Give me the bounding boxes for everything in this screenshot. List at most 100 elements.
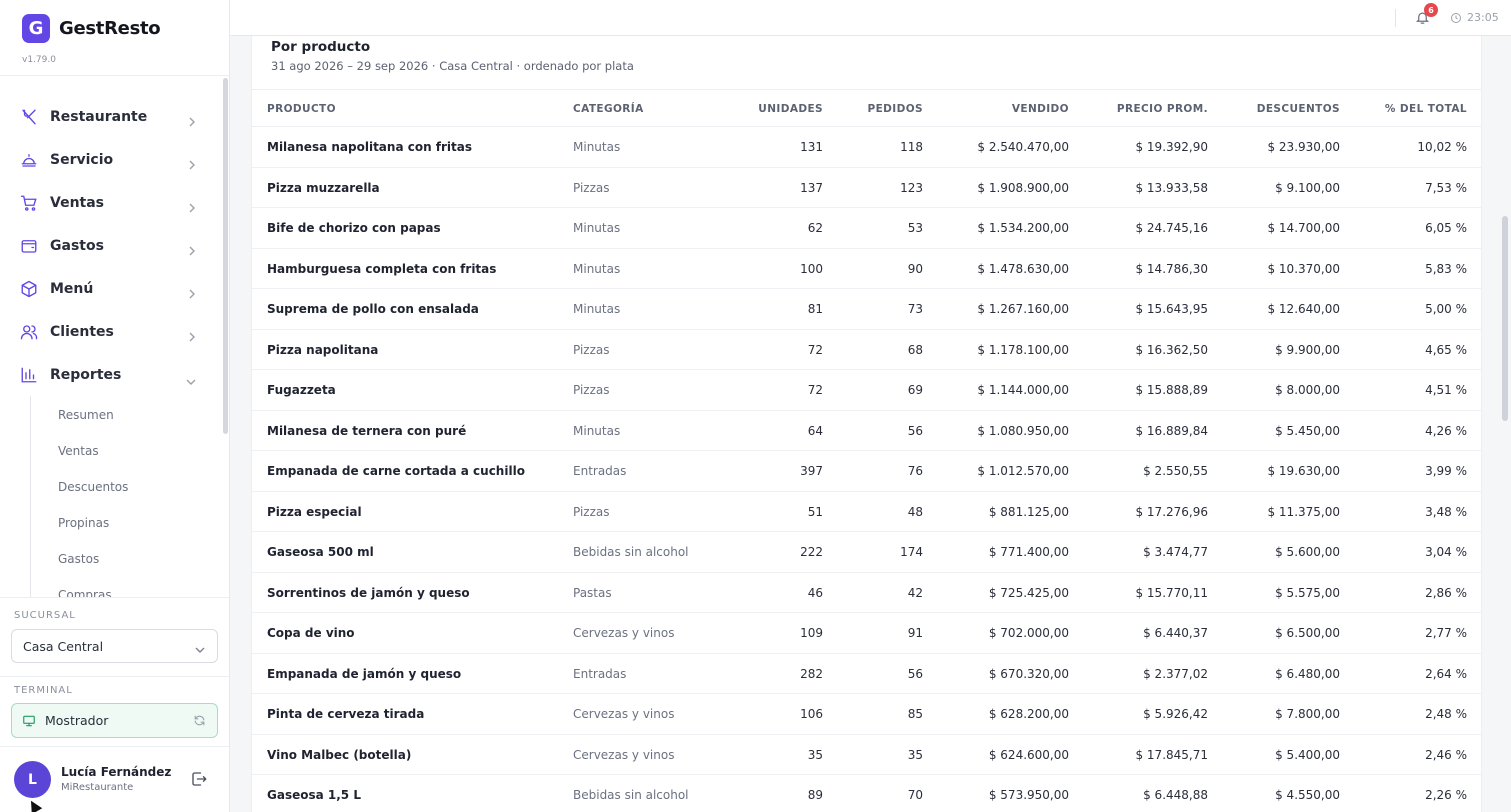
cell-pct-total: 2,48 % [1425, 707, 1467, 721]
table-row[interactable]: Empanada de jamón y queso Entradas 282 56 $ … [252, 654, 1481, 694]
cell-producto: Gaseosa 1,5 L [267, 788, 361, 802]
cell-precio-prom: $ 17.276,96 [1135, 504, 1208, 519]
table-row[interactable]: Pizza muzzarella Pizzas 137 123 $ 1.908.900,… [252, 168, 1481, 208]
cell-pct-total: 5,83 % [1425, 261, 1467, 276]
avatar: L [14, 761, 51, 798]
report-subtitle: 31 ago 2026 – 29 sep 2026 · Casa Central… [271, 59, 634, 73]
user-profile[interactable]: L Lucía Fernández MiRestaurante [14, 760, 214, 800]
cell-producto: Fugazzeta [267, 383, 336, 397]
brand[interactable]: G GestResto [22, 14, 161, 43]
table-row[interactable]: Gaseosa 1,5 L Bebidas sin alcohol 89 70 $ 57… [252, 775, 1481, 812]
cell-vendido: $ 1.534.200,00 [977, 221, 1069, 235]
table-row[interactable]: Fugazzeta Pizzas 72 69 $ 1.144.000,00 $ 15.88… [252, 370, 1481, 411]
table-row[interactable]: Vino Malbec (botella) Cervezas y vinos 35 3… [252, 735, 1481, 775]
sidebar-subitem-compras[interactable]: Compras [58, 588, 112, 597]
users-icon [20, 323, 38, 341]
chevron-right-icon [188, 155, 196, 174]
table-row[interactable]: Suprema de pollo con ensalada Minutas 81 73… [252, 289, 1481, 330]
app-logo: G [22, 14, 50, 43]
clock: 23:05 [1450, 11, 1499, 24]
table-row[interactable]: Milanesa de ternera con puré Minutas 64 56 $… [252, 411, 1481, 451]
sidebar-subitem-ventas[interactable]: Ventas [58, 444, 99, 458]
cell-producto: Pizza muzzarella [267, 180, 380, 195]
cell-unidades: 397 [800, 464, 823, 478]
sidebar-item-restaurante[interactable]: Restaurante [20, 103, 200, 131]
main-scrollbar[interactable] [1502, 216, 1508, 421]
clock-icon [1451, 12, 1461, 23]
cell-vendido: $ 1.080.950,00 [977, 423, 1069, 438]
cell-precio-prom: $ 24.745,16 [1135, 221, 1208, 235]
cell-precio-prom: $ 17.845,71 [1135, 747, 1208, 762]
cell-pedidos: 174 [900, 545, 923, 559]
user-name: Lucía Fernández [61, 765, 172, 779]
cell-pedidos: 68 [907, 342, 923, 357]
table-header: PRODUCTO CATEGORÍA UNIDADES PEDIDOS VEND… [252, 89, 1481, 127]
cell-precio-prom: $ 15.643,95 [1135, 302, 1208, 316]
cell-vendido: $ 1.012.570,00 [977, 464, 1069, 478]
sidebar-subitem-resumen[interactable]: Resumen [58, 408, 114, 422]
cell-descuentos: $ 23.930,00 [1267, 140, 1340, 154]
cell-precio-prom: $ 2.550,55 [1143, 464, 1208, 478]
table-row[interactable]: Gaseosa 500 ml Bebidas sin alcohol 222 174 $… [252, 532, 1481, 573]
col-pct-total[interactable]: % DEL TOTAL [1384, 103, 1467, 115]
cell-pedidos: 123 [900, 180, 923, 195]
table-row[interactable]: Hamburguesa completa con fritas Minutas 10… [252, 249, 1481, 289]
cell-producto: Pizza especial [267, 504, 362, 519]
table-row[interactable]: Pizza especial Pizzas 51 48 $ 881.125,00 $ 17… [252, 492, 1481, 532]
cell-precio-prom: $ 6.440,37 [1143, 626, 1208, 640]
col-pedidos[interactable]: PEDIDOS [867, 103, 923, 115]
refresh-icon[interactable] [193, 714, 206, 727]
cell-categoria: Minutas [573, 140, 621, 154]
terminal-label: TERMINAL [14, 685, 73, 696]
cell-pedidos: 56 [907, 423, 923, 438]
cell-categoria: Cervezas y vinos [573, 626, 675, 640]
cell-pct-total: 10,02 % [1417, 140, 1467, 154]
table-row[interactable]: Bife de chorizo con papas Minutas 62 53 $ 1.… [252, 208, 1481, 249]
bar-chart-icon [20, 366, 38, 384]
cell-producto: Pizza napolitana [267, 342, 379, 357]
chevron-right-icon [188, 112, 196, 131]
sidebar-item-reportes[interactable]: Reportes [20, 361, 200, 389]
cell-pedidos: 91 [907, 626, 923, 640]
divider [1395, 9, 1396, 27]
cell-pedidos: 53 [907, 221, 923, 235]
table-row[interactable]: Pizza napolitana Pizzas 72 68 $ 1.178.100,00… [252, 330, 1481, 370]
table-row[interactable]: Sorrentinos de jamón y queso Pastas 46 42 $ … [252, 573, 1481, 613]
cell-precio-prom: $ 16.889,84 [1135, 423, 1208, 438]
cell-precio-prom: $ 16.362,50 [1135, 342, 1208, 357]
terminal-selector[interactable]: Mostrador [11, 703, 218, 738]
col-producto[interactable]: PRODUCTO [267, 103, 336, 115]
sidebar-item-servicio[interactable]: Servicio [20, 146, 200, 174]
table-row[interactable]: Milanesa napolitana con fritas Minutas 131… [252, 127, 1481, 168]
logout-icon[interactable] [190, 770, 208, 788]
cell-categoria: Bebidas sin alcohol [573, 545, 689, 559]
sidebar-item-gastos[interactable]: Gastos [20, 232, 200, 260]
branch-select[interactable]: Casa Central [11, 629, 218, 663]
table-row[interactable]: Copa de vino Cervezas y vinos 109 91 $ 702.0… [252, 613, 1481, 654]
sidebar-scrollbar[interactable] [223, 78, 228, 434]
sidebar-item-clientes[interactable]: Clientes [20, 318, 200, 346]
sidebar-subitem-propinas[interactable]: Propinas [58, 516, 110, 530]
sidebar-subitem-descuentos[interactable]: Descuentos [58, 480, 129, 494]
cell-unidades: 72 [807, 383, 823, 397]
col-precio-prom[interactable]: PRECIO PROM. [1116, 103, 1208, 115]
cell-descuentos: $ 11.375,00 [1267, 504, 1340, 519]
cell-pct-total: 2,26 % [1425, 788, 1467, 802]
sidebar-subitem-gastos[interactable]: Gastos [58, 552, 100, 566]
col-categoria[interactable]: CATEGORÍA [573, 103, 644, 115]
cell-unidades: 222 [800, 545, 823, 559]
cell-vendido: $ 1.478.630,00 [977, 261, 1069, 276]
table-row[interactable]: Empanada de carne cortada a cuchillo Entr… [252, 451, 1481, 492]
table-row[interactable]: Pinta de cerveza tirada Cervezas y vinos 1… [252, 694, 1481, 735]
sidebar-item-menu[interactable]: Menú [20, 275, 200, 303]
col-vendido[interactable]: VENDIDO [1011, 103, 1069, 115]
sidebar-item-label: Ventas [50, 195, 105, 211]
col-descuentos[interactable]: DESCUENTOS [1256, 103, 1340, 115]
cell-descuentos: $ 19.630,00 [1267, 464, 1340, 478]
col-unidades[interactable]: UNIDADES [758, 103, 823, 115]
chevron-right-icon [188, 241, 196, 260]
cell-vendido: $ 1.178.100,00 [977, 342, 1069, 357]
sidebar-item-ventas[interactable]: Ventas [20, 189, 200, 217]
cell-unidades: 51 [807, 504, 823, 519]
cell-vendido: $ 1.144.000,00 [977, 383, 1069, 397]
